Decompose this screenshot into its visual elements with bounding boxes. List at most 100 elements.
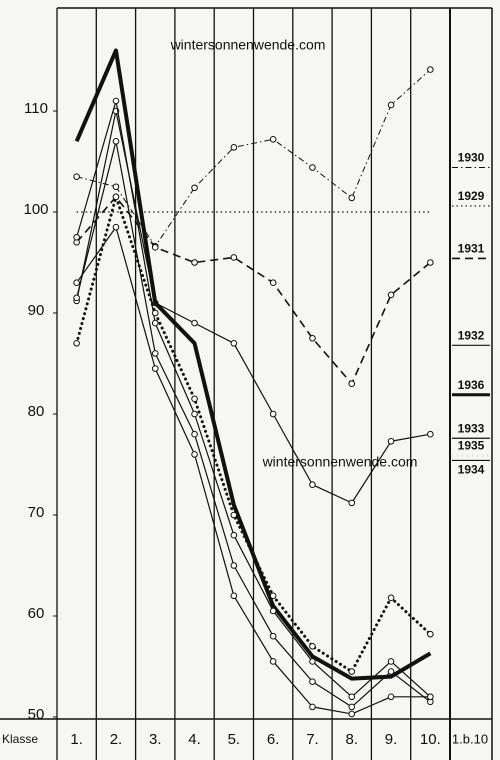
- legend-label: 1936: [458, 378, 485, 392]
- point: [191, 410, 198, 418]
- point: [387, 658, 395, 665]
- y-tick-label: 90: [28, 302, 45, 319]
- point: [151, 365, 159, 372]
- point: [348, 380, 356, 388]
- point: [151, 319, 159, 327]
- point: [309, 481, 316, 489]
- point: [112, 97, 120, 105]
- point: [112, 138, 120, 145]
- legend-label: 1931: [458, 242, 485, 256]
- y-tick-label: 70: [28, 504, 45, 521]
- point: [73, 233, 80, 241]
- legend-label: 1935: [458, 439, 485, 453]
- point: [230, 562, 238, 569]
- x-tick-label: 6.: [267, 731, 280, 748]
- point: [348, 693, 356, 701]
- legend-label: 1932: [458, 328, 485, 342]
- point: [309, 678, 316, 685]
- point: [269, 135, 277, 143]
- point: [387, 693, 395, 701]
- point: [151, 350, 159, 357]
- point: [230, 531, 238, 539]
- point: [427, 630, 434, 638]
- point: [427, 259, 434, 266]
- y-tick-label: 80: [28, 403, 45, 420]
- series-line: [76, 226, 431, 715]
- y-tick-label: 110: [24, 100, 48, 117]
- point: [230, 592, 238, 600]
- x-tick-label: 3.: [149, 731, 162, 748]
- point: [112, 223, 120, 231]
- point: [387, 668, 395, 675]
- y-tick-label: 60: [28, 605, 45, 622]
- point: [151, 244, 159, 251]
- series-line: [75, 195, 432, 674]
- point: [348, 668, 356, 675]
- point: [73, 294, 80, 302]
- point: [73, 279, 80, 287]
- point: [269, 658, 277, 665]
- point: [269, 410, 277, 418]
- summary-label: 1.b.10: [452, 731, 488, 746]
- point: [191, 259, 198, 266]
- point: [269, 592, 277, 600]
- point: [348, 499, 356, 507]
- series-line: [76, 110, 431, 504]
- point: [191, 319, 198, 327]
- point: [73, 340, 80, 347]
- point: [191, 184, 198, 192]
- point: [269, 632, 277, 640]
- watermark: wintersonnenwende.com: [262, 454, 418, 470]
- legend-label: 1929: [458, 189, 485, 203]
- legend-label: 1930: [458, 151, 485, 165]
- point: [73, 173, 80, 180]
- point: [230, 144, 238, 151]
- point: [230, 340, 238, 347]
- point: [269, 279, 277, 287]
- point: [348, 703, 356, 711]
- point: [309, 703, 316, 711]
- legend-label: 1934: [458, 463, 485, 477]
- point: [309, 164, 316, 171]
- legend-label: 1933: [458, 421, 485, 435]
- series-line: [76, 140, 431, 708]
- y-tick-label: 50: [28, 706, 45, 723]
- point: [309, 334, 316, 342]
- point: [230, 511, 238, 519]
- point: [191, 430, 198, 438]
- point: [348, 710, 356, 718]
- point: [269, 607, 277, 615]
- point: [387, 101, 395, 109]
- point: [191, 395, 198, 403]
- x-tick-label: 2.: [110, 731, 123, 748]
- point: [151, 309, 159, 317]
- point: [427, 66, 434, 73]
- point: [387, 291, 395, 299]
- watermark: wintersonnenwende.com: [170, 37, 326, 53]
- x-tick-label: 7.: [306, 731, 319, 748]
- point: [309, 643, 316, 650]
- point: [348, 194, 356, 202]
- point: [427, 430, 434, 438]
- point: [191, 451, 198, 458]
- point: [387, 594, 395, 602]
- series-line: [76, 196, 431, 385]
- point: [387, 437, 395, 445]
- series-line: [76, 100, 431, 698]
- x-tick-label: 8.: [345, 731, 358, 748]
- x-tick-label: 5.: [228, 731, 241, 748]
- point: [112, 183, 120, 191]
- y-tick-label: 100: [23, 201, 48, 218]
- x-tick-label: 4.: [188, 731, 201, 748]
- x-tick-label: 9.: [385, 731, 398, 748]
- point: [309, 658, 316, 665]
- x-tick-label: 10.: [420, 731, 441, 748]
- x-tick-label: 1.: [70, 731, 83, 748]
- point: [112, 193, 120, 201]
- axis-label: Klasse: [2, 732, 38, 746]
- point: [230, 254, 238, 261]
- series-line: [76, 69, 431, 247]
- point: [427, 693, 434, 701]
